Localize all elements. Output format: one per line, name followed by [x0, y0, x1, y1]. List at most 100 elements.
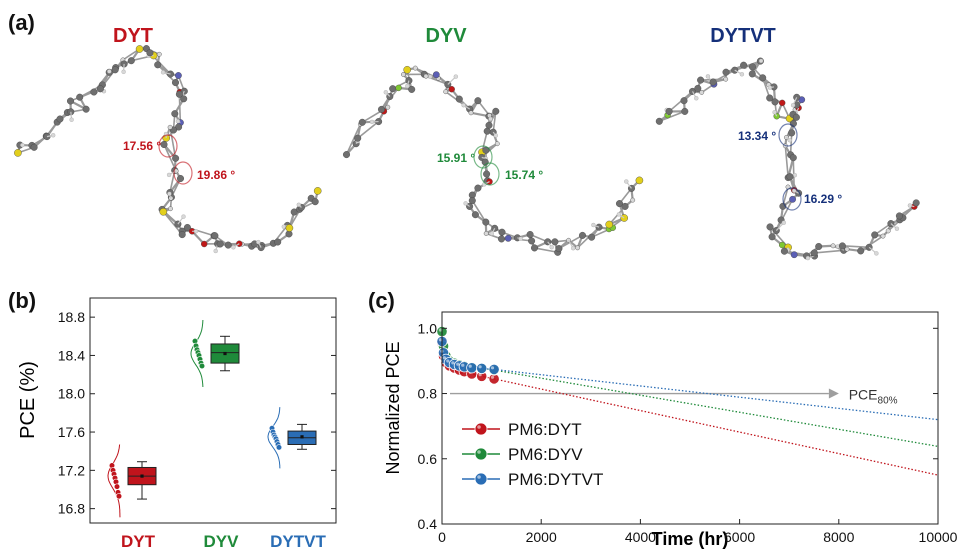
carbon-atom — [871, 231, 879, 239]
carbon-atom — [786, 173, 794, 181]
panel-c-legend: PM6:DYT PM6:DYV PM6:DYTVT — [462, 420, 603, 489]
nitrogen-atom — [174, 72, 182, 79]
fluorine-atom — [779, 241, 786, 249]
panel-a: (a) DYT DYV DYTVT 17.56 ° 19.86 ° 15.91 … — [8, 10, 920, 261]
hydrogen-atom — [787, 138, 792, 143]
carbon-atom — [709, 78, 717, 86]
panel-b-ylabel: PCE (%) — [17, 361, 39, 439]
hydrogen-atom — [907, 203, 913, 208]
sulfur-atom — [635, 176, 644, 185]
carbon-atom — [211, 232, 219, 240]
hydrogen-atom — [758, 58, 764, 64]
carbon-atom — [183, 223, 191, 231]
torsion-marker-dyv-2 — [480, 162, 500, 186]
data-point — [488, 363, 500, 375]
y-tick-label: 16.8 — [58, 501, 85, 517]
angle-label-dytvt-2: 16.29 ° — [804, 192, 842, 206]
y-tick-label: 0.4 — [418, 516, 438, 532]
panel-b-frame — [89, 297, 337, 524]
hydrogen-atom — [385, 104, 391, 110]
data-point-highlight — [438, 338, 442, 342]
y-tick-label: 17.2 — [58, 462, 85, 478]
bond — [842, 245, 870, 249]
data-point-highlight — [456, 362, 460, 366]
carbon-atom — [680, 97, 688, 105]
distribution-curve — [267, 407, 281, 469]
carbon-atom — [616, 200, 624, 208]
mean-marker — [300, 435, 304, 439]
molecule-dytvt — [655, 57, 920, 261]
x-tick-label: 8000 — [823, 529, 854, 545]
hydrogen-atom — [493, 133, 498, 138]
carbon-atom — [681, 107, 689, 115]
carbon-atom — [111, 66, 119, 74]
carbon-atom — [160, 140, 168, 148]
carbon-atom — [895, 212, 903, 220]
carbon-atom — [498, 235, 506, 243]
sulfur-atom — [605, 220, 614, 229]
bond — [471, 200, 487, 223]
hydrogen-atom — [69, 117, 74, 122]
carbon-atom — [171, 79, 179, 87]
x-tick-label-dyt: DYT — [121, 532, 156, 550]
carbon-atom — [793, 93, 801, 101]
carbon-atom — [172, 154, 180, 162]
hydrogen-atom — [51, 133, 56, 138]
y-tick-label: 18.0 — [58, 386, 85, 402]
hydrogen-atom — [231, 245, 236, 250]
legend-item-pm6-dyt: PM6:DYT — [462, 420, 582, 439]
carbon-atom — [485, 121, 493, 129]
y-tick-label: 17.6 — [58, 424, 85, 440]
y-tick-label: 0.8 — [418, 386, 438, 402]
carbon-atom — [498, 228, 506, 236]
panel-b: (b) PCE (%) 16.8 17.2 17.6 18.0 18.4 18.8 DYT… — [8, 288, 337, 550]
carbon-atom — [528, 237, 536, 245]
legend-label: PM6:DYTVT — [508, 470, 603, 489]
carbon-atom — [474, 184, 482, 192]
sulfur-atom — [403, 66, 412, 74]
data-point-highlight — [446, 359, 450, 363]
carbon-atom — [579, 231, 587, 239]
hydrogen-atom — [830, 243, 836, 249]
carbon-atom — [731, 66, 739, 74]
sulfur-atom — [159, 207, 168, 216]
panel-b-label: (b) — [8, 288, 36, 313]
data-point-highlight — [451, 361, 455, 365]
distribution-curve — [107, 444, 121, 518]
carbon-atom — [216, 240, 224, 248]
molecule-dyt — [14, 45, 322, 254]
carbon-atom — [180, 95, 188, 103]
data-point-highlight — [478, 365, 482, 369]
hydrogen-atom — [624, 179, 629, 184]
data-point — [476, 362, 488, 374]
carbon-atom — [531, 244, 539, 252]
distribution-curve — [190, 319, 204, 388]
carbon-atom — [311, 198, 319, 206]
sulfur-atom — [285, 224, 294, 232]
carbon-atom — [146, 49, 154, 57]
panel-a-label: (a) — [8, 10, 35, 35]
hydrogen-atom — [193, 229, 199, 234]
carbon-atom — [378, 105, 386, 113]
hydrogen-atom — [160, 70, 166, 75]
x-tick-label: 0 — [438, 529, 446, 545]
bond — [789, 132, 793, 155]
data-point — [466, 362, 478, 374]
hydrogen-atom — [256, 239, 261, 245]
molecule-title-dyv: DYV — [425, 25, 467, 47]
carbon-atom — [694, 84, 702, 92]
carbon-atom — [474, 97, 482, 105]
oxygen-atom — [779, 99, 786, 107]
y-tick-label: 1.0 — [418, 320, 438, 336]
reference-label: PCE80% — [849, 387, 898, 407]
hydrogen-atom — [175, 119, 181, 124]
angle-label-dyt-2: 19.86 ° — [197, 168, 235, 182]
box-group-dyv — [190, 319, 240, 388]
panel-b-y-axis: 16.8 17.2 17.6 18.0 18.4 18.8 — [58, 309, 336, 517]
hydrogen-atom — [428, 74, 433, 79]
y-tick-label: 18.4 — [58, 347, 85, 363]
hydrogen-atom — [107, 69, 112, 74]
panel-c-axes: 0 2000 4000 6000 8000 10000 0.4 0.6 0.8 1.0 — [418, 320, 958, 545]
carbon-atom — [740, 61, 748, 69]
carbon-atom — [30, 143, 38, 151]
